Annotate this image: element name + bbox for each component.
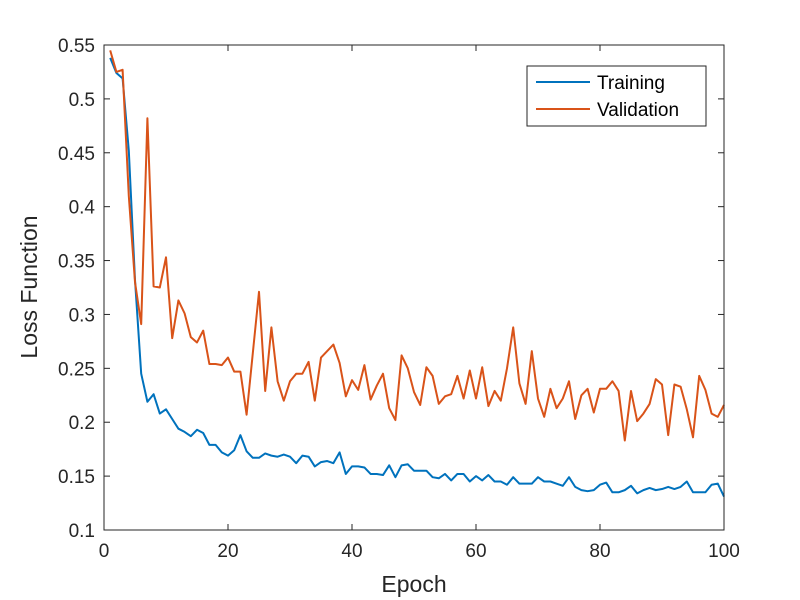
x-tick-label: 100 [708, 541, 740, 562]
y-tick-label: 0.45 [58, 144, 95, 165]
y-tick-label: 0.5 [69, 90, 95, 111]
x-tick-label: 80 [589, 541, 610, 562]
series-line-validation [109, 50, 725, 442]
legend-label-training: Training [597, 73, 665, 94]
legend-box [526, 65, 707, 127]
legend: Training Validation [526, 65, 707, 127]
y-tick-label: 0.55 [58, 36, 95, 57]
x-tick-label: 60 [465, 541, 486, 562]
plot-box [103, 44, 725, 531]
y-axis-label: Loss Function [16, 215, 42, 358]
y-tick-label: 0.3 [69, 305, 95, 326]
tick-layer: 0 20 40 60 80 100 0.1 0.15 0.2 0.25 0.3 0.35 0.4 0.45… [58, 36, 740, 562]
x-tick-label: 20 [217, 541, 238, 562]
y-tick-label: 0.1 [69, 521, 95, 542]
y-tick-label: 0.15 [58, 467, 95, 488]
y-tick-label: 0.4 [69, 198, 96, 219]
x-tick-label: 0 [99, 541, 110, 562]
series-layer [109, 50, 725, 498]
x-axis-label: Epoch [381, 571, 446, 597]
y-tick-label: 0.35 [58, 252, 95, 273]
legend-label-validation: Validation [597, 100, 679, 121]
y-tick-label: 0.25 [58, 359, 95, 380]
y-tick-label: 0.2 [69, 413, 95, 434]
series-line-training [109, 57, 725, 498]
x-tick-label: 40 [341, 541, 362, 562]
